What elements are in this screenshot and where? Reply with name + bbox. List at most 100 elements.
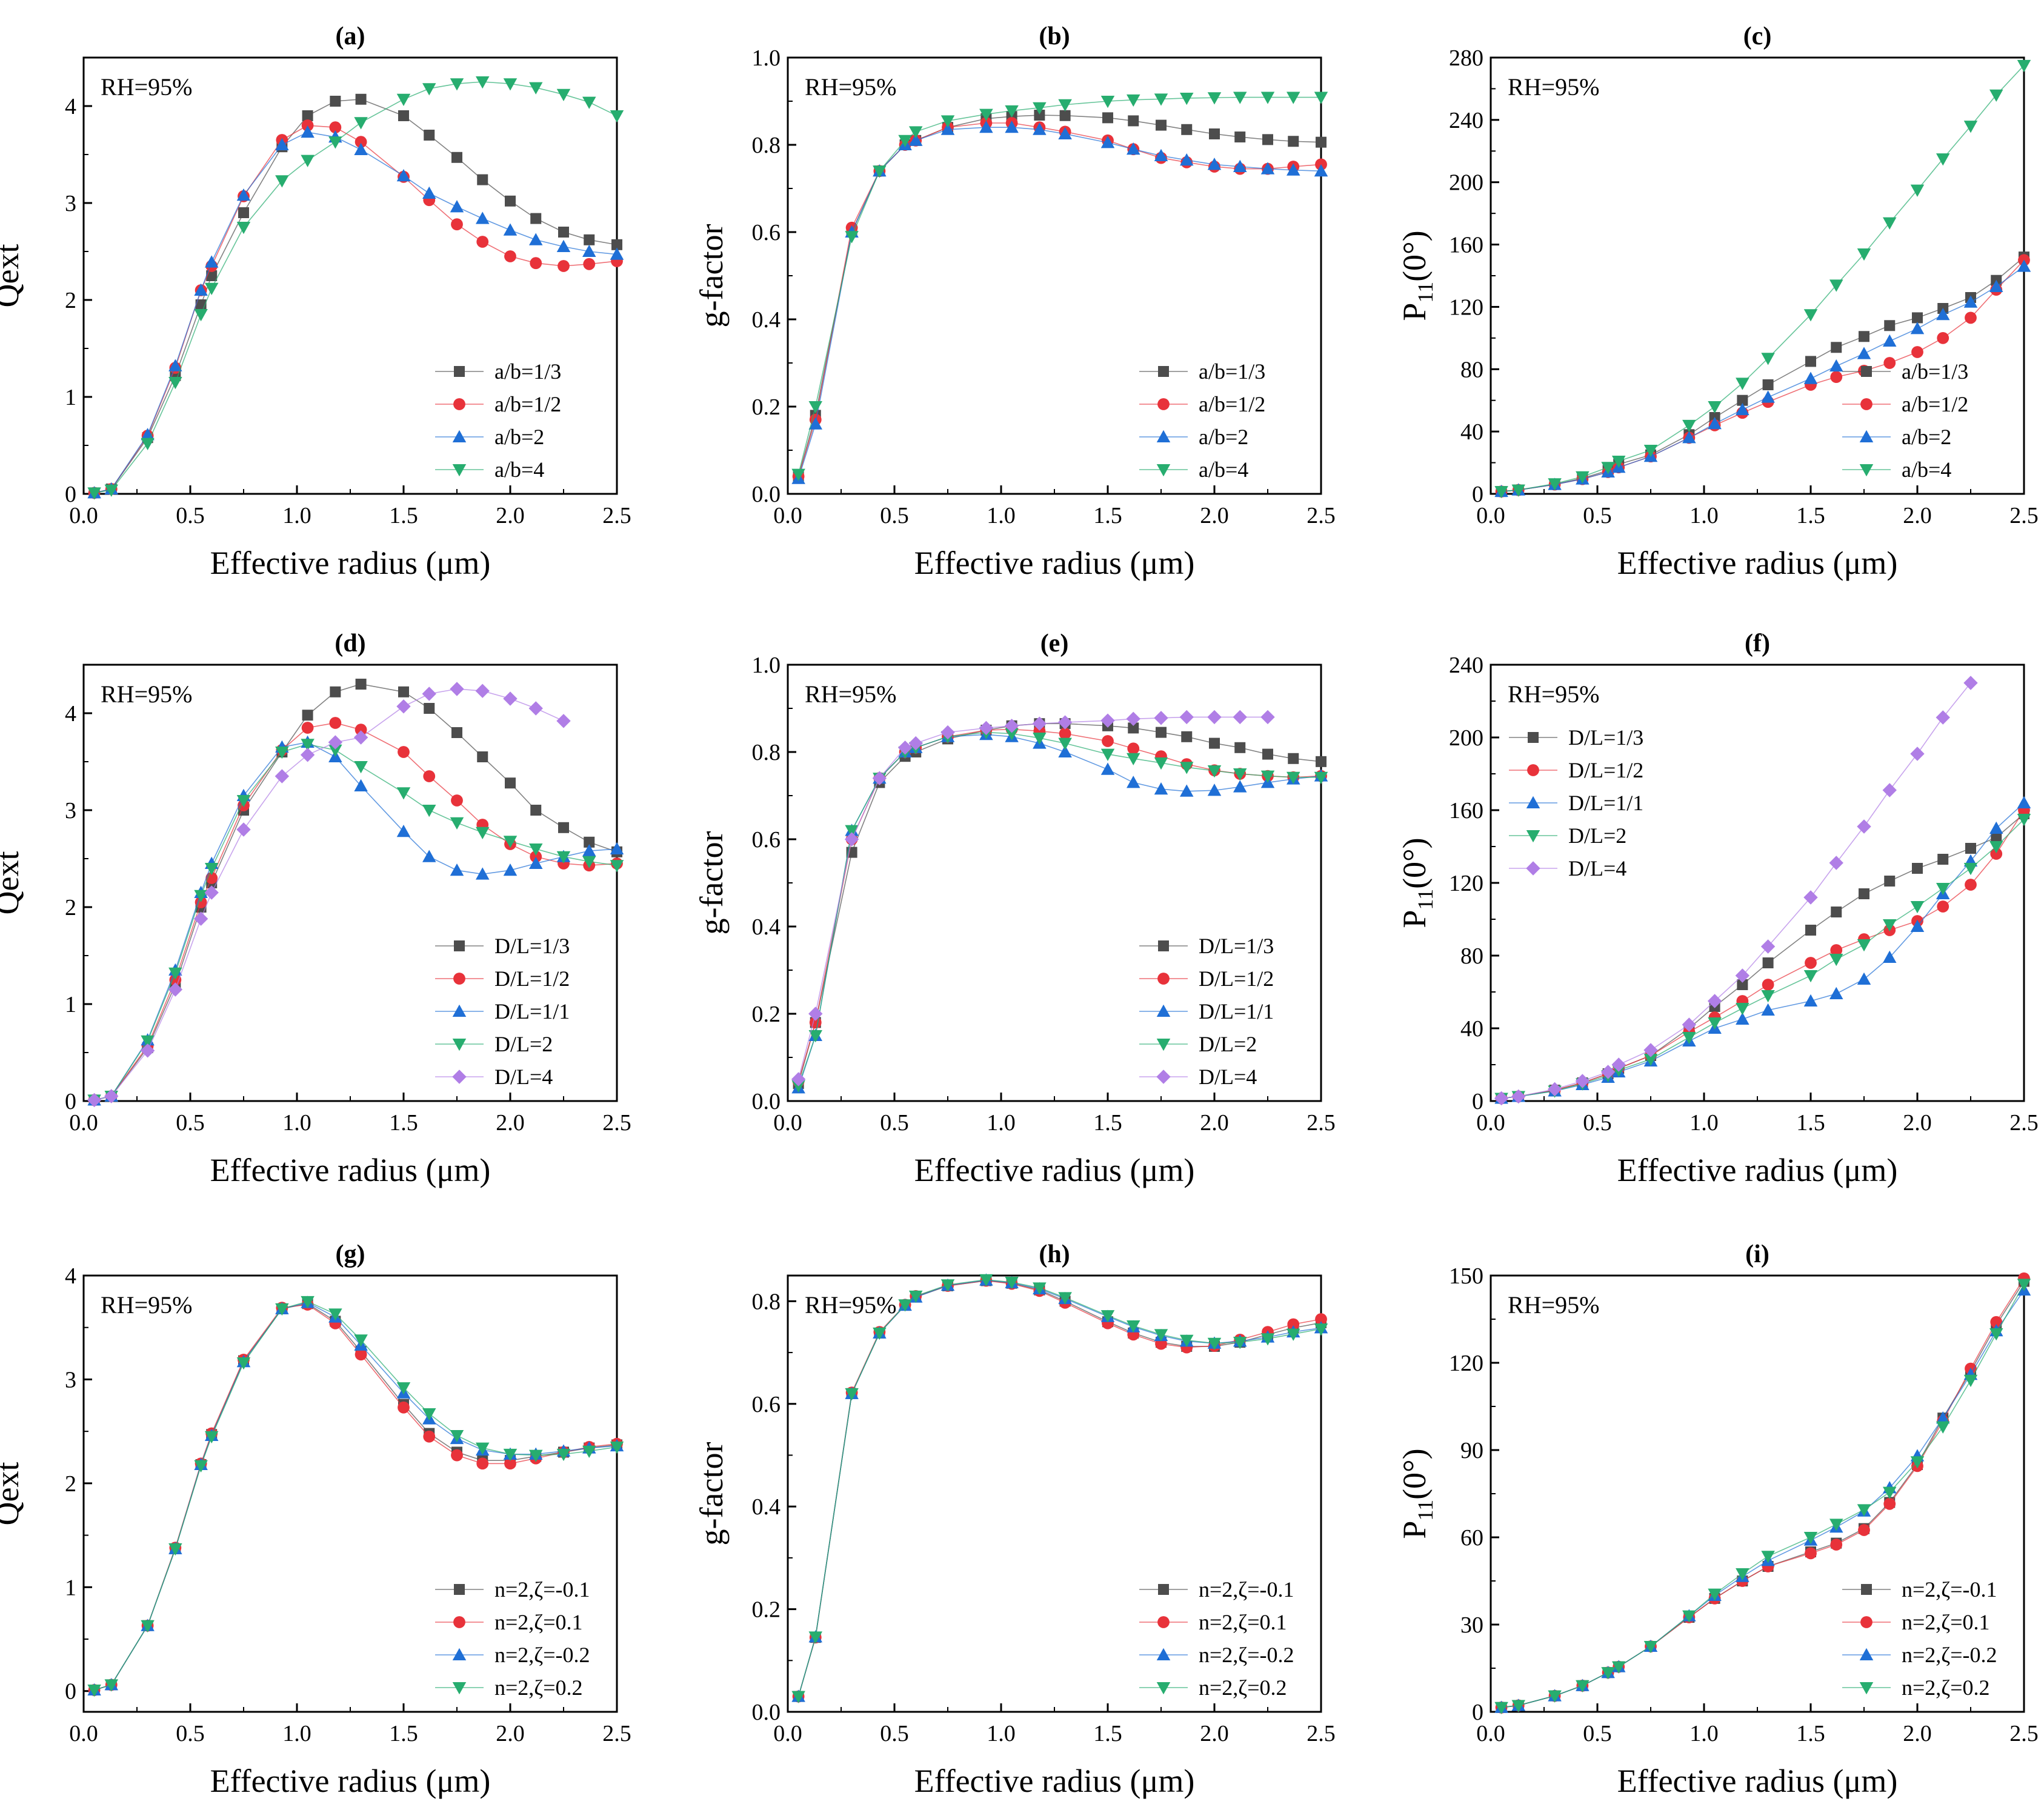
data-point — [396, 168, 411, 182]
data-point — [194, 283, 208, 296]
data-point — [424, 703, 435, 714]
data-point — [1126, 94, 1140, 107]
data-point — [354, 117, 368, 130]
x-tick-label: 1.5 — [389, 503, 418, 528]
data-point — [1963, 121, 1978, 133]
x-tick-label: 2.0 — [1200, 1110, 1229, 1136]
series-line — [797, 716, 1268, 1080]
y-tick-label: 0.6 — [752, 1392, 781, 1417]
legend-label: D/L=1/2 — [494, 967, 570, 991]
legend-label: a/b=4 — [1902, 457, 1951, 482]
data-point — [1736, 402, 1749, 416]
data-point — [396, 93, 411, 107]
data-point — [194, 890, 208, 903]
series-a/b=2 — [87, 125, 624, 499]
data-point — [1154, 711, 1168, 725]
x-tick-label: 1.0 — [282, 1721, 311, 1746]
legend-marker — [452, 1648, 467, 1660]
legend-label: n=2,ζ=-0.2 — [1199, 1643, 1294, 1667]
data-point — [1803, 1532, 1818, 1545]
y-tick-label: 2 — [65, 288, 76, 313]
data-point — [193, 911, 208, 926]
data-point — [1548, 1690, 1562, 1703]
data-point — [450, 682, 464, 696]
data-point — [330, 96, 341, 107]
x-tick-label: 1.5 — [1796, 503, 1825, 528]
series-n=2,ζ=0.1 — [88, 1299, 623, 1696]
data-point — [87, 1093, 102, 1108]
data-point — [1965, 311, 1977, 324]
data-point — [1884, 876, 1896, 887]
panel-c: (c) 0.0 0.5 1.0 1.5 2.0 2.5 0 40 80 120 160 200 240 28… — [1396, 22, 2039, 581]
x-tick-label: 0.5 — [1583, 503, 1612, 528]
series-line — [94, 1301, 618, 1691]
x-tick-label: 0.0 — [69, 1110, 98, 1136]
y-tick-label: 0 — [1472, 482, 1483, 507]
series-line — [797, 96, 1321, 474]
x-tick-label: 1.0 — [282, 503, 311, 528]
data-point — [1857, 1504, 1871, 1517]
legend-label: n=2,ζ=-0.1 — [494, 1577, 590, 1602]
data-point — [1100, 748, 1115, 761]
data-point — [503, 863, 518, 876]
data-point — [1989, 89, 2003, 102]
x-tick-label: 0.0 — [1476, 1110, 1505, 1136]
data-point — [1643, 1054, 1658, 1066]
y-tick-label: 90 — [1460, 1438, 1483, 1463]
data-point — [423, 1430, 436, 1443]
data-point — [328, 1308, 342, 1321]
data-point — [908, 1290, 923, 1303]
data-point — [1207, 784, 1222, 796]
x-tick-label: 2.5 — [602, 1721, 631, 1746]
data-point — [1965, 879, 1977, 891]
data-point — [301, 155, 315, 167]
data-point — [353, 730, 368, 745]
y-tick-label: 0 — [65, 1089, 76, 1114]
x-tick-label: 1.5 — [1796, 1110, 1825, 1136]
data-point — [1936, 308, 1950, 321]
data-point — [476, 236, 489, 248]
legend-label: D/L=4 — [494, 1065, 553, 1089]
data-point — [1033, 122, 1047, 135]
data-point — [301, 722, 314, 734]
y-tick-label: 240 — [1449, 108, 1483, 133]
y-axis-label: P11(0°) — [1396, 230, 1437, 321]
data-point — [584, 836, 595, 848]
data-point — [1576, 471, 1590, 484]
panel-b: (b) 0.0 0.5 1.0 1.5 2.0 2.5 0.0 0.2 0.4 0.6 0.8 1.0 E… — [693, 22, 1336, 581]
data-point — [1910, 322, 1925, 334]
data-point — [979, 120, 993, 133]
data-point — [1708, 1588, 1722, 1601]
y-tick-label: 40 — [1460, 419, 1483, 445]
data-point — [503, 1448, 518, 1462]
data-point — [504, 1457, 516, 1470]
data-point — [422, 687, 436, 701]
x-tick-label: 2.0 — [1903, 1721, 1932, 1746]
panel-g: (g) 0.0 0.5 1.0 1.5 2.0 2.5 0 1 2 3 4 Effective radi… — [0, 1240, 631, 1799]
annotation-rh: RH=95% — [805, 73, 896, 101]
x-tick-label: 0.0 — [1476, 1721, 1505, 1746]
y-tick-label: 3 — [65, 798, 76, 823]
data-point — [582, 96, 596, 109]
data-point — [1682, 1017, 1697, 1032]
series-D/L=4 — [1494, 676, 1978, 1106]
legend-marker — [1860, 1616, 1873, 1628]
data-point — [301, 125, 315, 138]
y-tick-label: 0.2 — [752, 1597, 781, 1623]
data-point — [1005, 1277, 1019, 1289]
data-point — [1494, 486, 1508, 499]
data-point — [168, 1543, 182, 1556]
data-point — [1511, 484, 1526, 497]
data-point — [611, 239, 622, 250]
data-point — [328, 136, 342, 149]
x-axis-label: Effective radius (μm) — [914, 545, 1195, 581]
data-point — [275, 747, 289, 759]
data-point — [302, 110, 313, 121]
legend: n=2,ζ=-0.1 n=2,ζ=0.1 n=2,ζ=-0.2 n=2,ζ=0.2 — [1842, 1577, 1997, 1700]
data-point — [1762, 979, 1774, 991]
data-point — [1234, 742, 1246, 753]
x-tick-label: 1.0 — [987, 503, 1016, 528]
data-point — [556, 1448, 571, 1462]
legend-label: n=2,ζ=-0.2 — [494, 1643, 590, 1667]
data-point — [1262, 134, 1273, 145]
